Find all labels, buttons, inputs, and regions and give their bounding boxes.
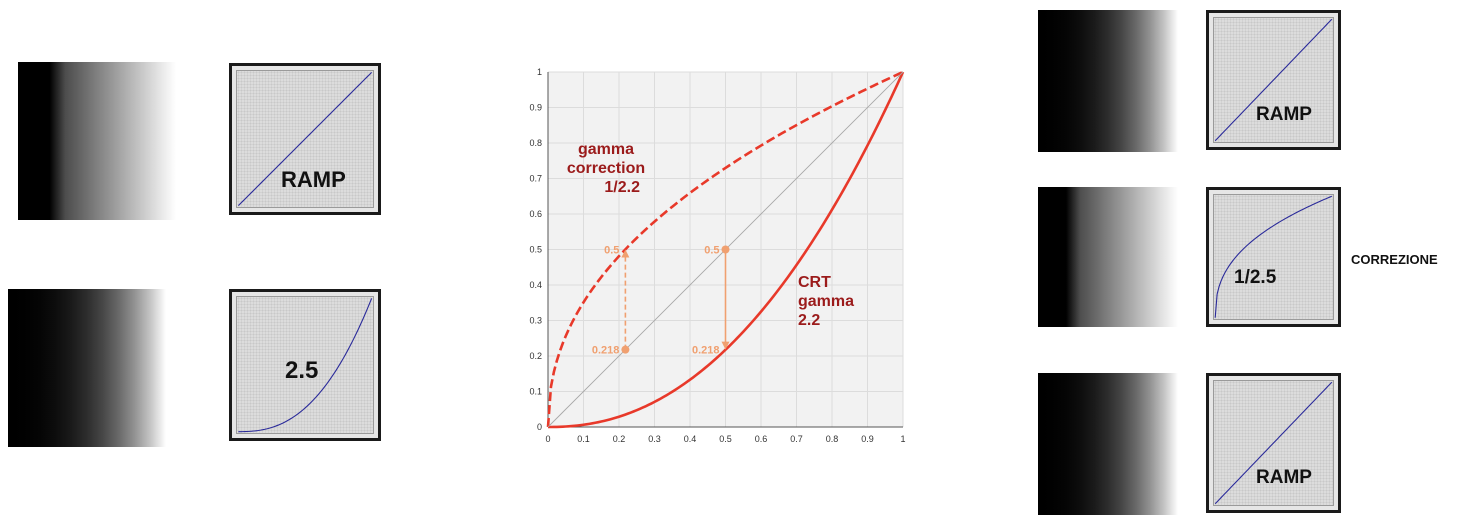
annotation-value-bottom: 0.218 (592, 345, 620, 357)
gradient-strip-right-3 (1038, 373, 1178, 515)
annotation-value-bottom: 0.218 (692, 345, 720, 357)
ramp-curve (1214, 381, 1333, 505)
x-tick-label: 0.3 (648, 434, 661, 444)
panel-inner: 2.5 (236, 296, 374, 434)
panel-right-ramp-1: RAMP (1206, 10, 1341, 150)
y-tick-label: 0.9 (529, 103, 542, 113)
gamma-chart: 0 0.1 0.2 0.3 0.4 0.5 0.6 0.7 0.8 0.9 1 0 0.1 0.2 0.3 0… (529, 67, 905, 444)
panel-label: 1/2.5 (1234, 267, 1277, 288)
curve-label-line: 1/2.2 (604, 179, 640, 196)
ramp-curve (1214, 18, 1333, 142)
panel-curve-line (1215, 196, 1332, 318)
y-tick-label: 0.2 (529, 351, 542, 361)
correction-curve (1214, 195, 1333, 319)
annotation-arrowhead (721, 341, 730, 350)
panel-left-gamma: 2.5 (229, 289, 381, 441)
y-tick-label: 0.7 (529, 174, 542, 184)
y-tick-label: 0.1 (529, 387, 542, 397)
panel-curve-line (1215, 382, 1332, 504)
y-tick-label: 1 (537, 67, 542, 77)
x-tick-label: 0.6 (755, 434, 768, 444)
side-label: CORREZIONE (1351, 252, 1438, 267)
x-tick-label: 1 (900, 434, 905, 444)
gradient-strip-right-2 (1038, 187, 1178, 327)
x-tick-label: 0.7 (790, 434, 803, 444)
panel-inner: 1/2.5 (1213, 194, 1334, 320)
curve-label-line: CRT (798, 274, 831, 291)
x-tick-label: 0.4 (684, 434, 697, 444)
panel-label: RAMP (1256, 467, 1312, 488)
panel-curve-line (1215, 19, 1332, 141)
panel-label: RAMP (1256, 104, 1312, 125)
y-tick-label: 0.8 (529, 138, 542, 148)
curve-label-line: gamma (798, 293, 854, 310)
curve-label-line: gamma (578, 141, 634, 158)
gamma-correction-curve (546, 70, 904, 428)
annotation-dot (621, 345, 630, 354)
x-tick-label: 0.8 (826, 434, 839, 444)
curve-label-line: correction (567, 160, 645, 177)
gradient-strip-right-1 (1038, 10, 1178, 152)
y-tick-label: 0.4 (529, 280, 542, 290)
panel-curve-line (238, 298, 371, 431)
annotation-arrowhead (621, 249, 630, 258)
panel-inner: RAMP (1213, 380, 1334, 506)
panel-right-ramp-2: RAMP (1206, 373, 1341, 513)
panel-label: 2.5 (285, 357, 319, 384)
panel-curve-line (238, 72, 371, 205)
gradient-strip-left-2 (8, 289, 166, 447)
panel-label: RAMP (281, 167, 346, 192)
y-tick-label: 0.5 (529, 245, 542, 255)
y-tick-label: 0.3 (529, 316, 542, 326)
gradient-strip-left-1 (18, 62, 176, 220)
annotation-value-top: 0.5 (604, 245, 619, 257)
curve-label-line: 2.2 (798, 312, 820, 329)
gamma-curve (237, 297, 373, 433)
x-tick-label: 0.9 (861, 434, 874, 444)
crt-gamma-curve (547, 71, 905, 429)
panel-left-ramp: RAMP (229, 63, 381, 215)
x-tick-label: 0.1 (577, 434, 590, 444)
y-tick-label: 0 (537, 422, 542, 432)
panel-right-correction: 1/2.5 (1206, 187, 1341, 327)
panel-inner: RAMP (1213, 17, 1334, 143)
ramp-curve (237, 71, 373, 207)
x-tick-label: 0.5 (719, 434, 732, 444)
y-tick-label: 0.6 (529, 209, 542, 219)
x-tick-label: 0.2 (613, 434, 626, 444)
annotation-value-top: 0.5 (704, 245, 719, 257)
panel-inner: RAMP (236, 70, 374, 208)
annotation-dot (721, 245, 730, 254)
x-tick-label: 0 (545, 434, 550, 444)
